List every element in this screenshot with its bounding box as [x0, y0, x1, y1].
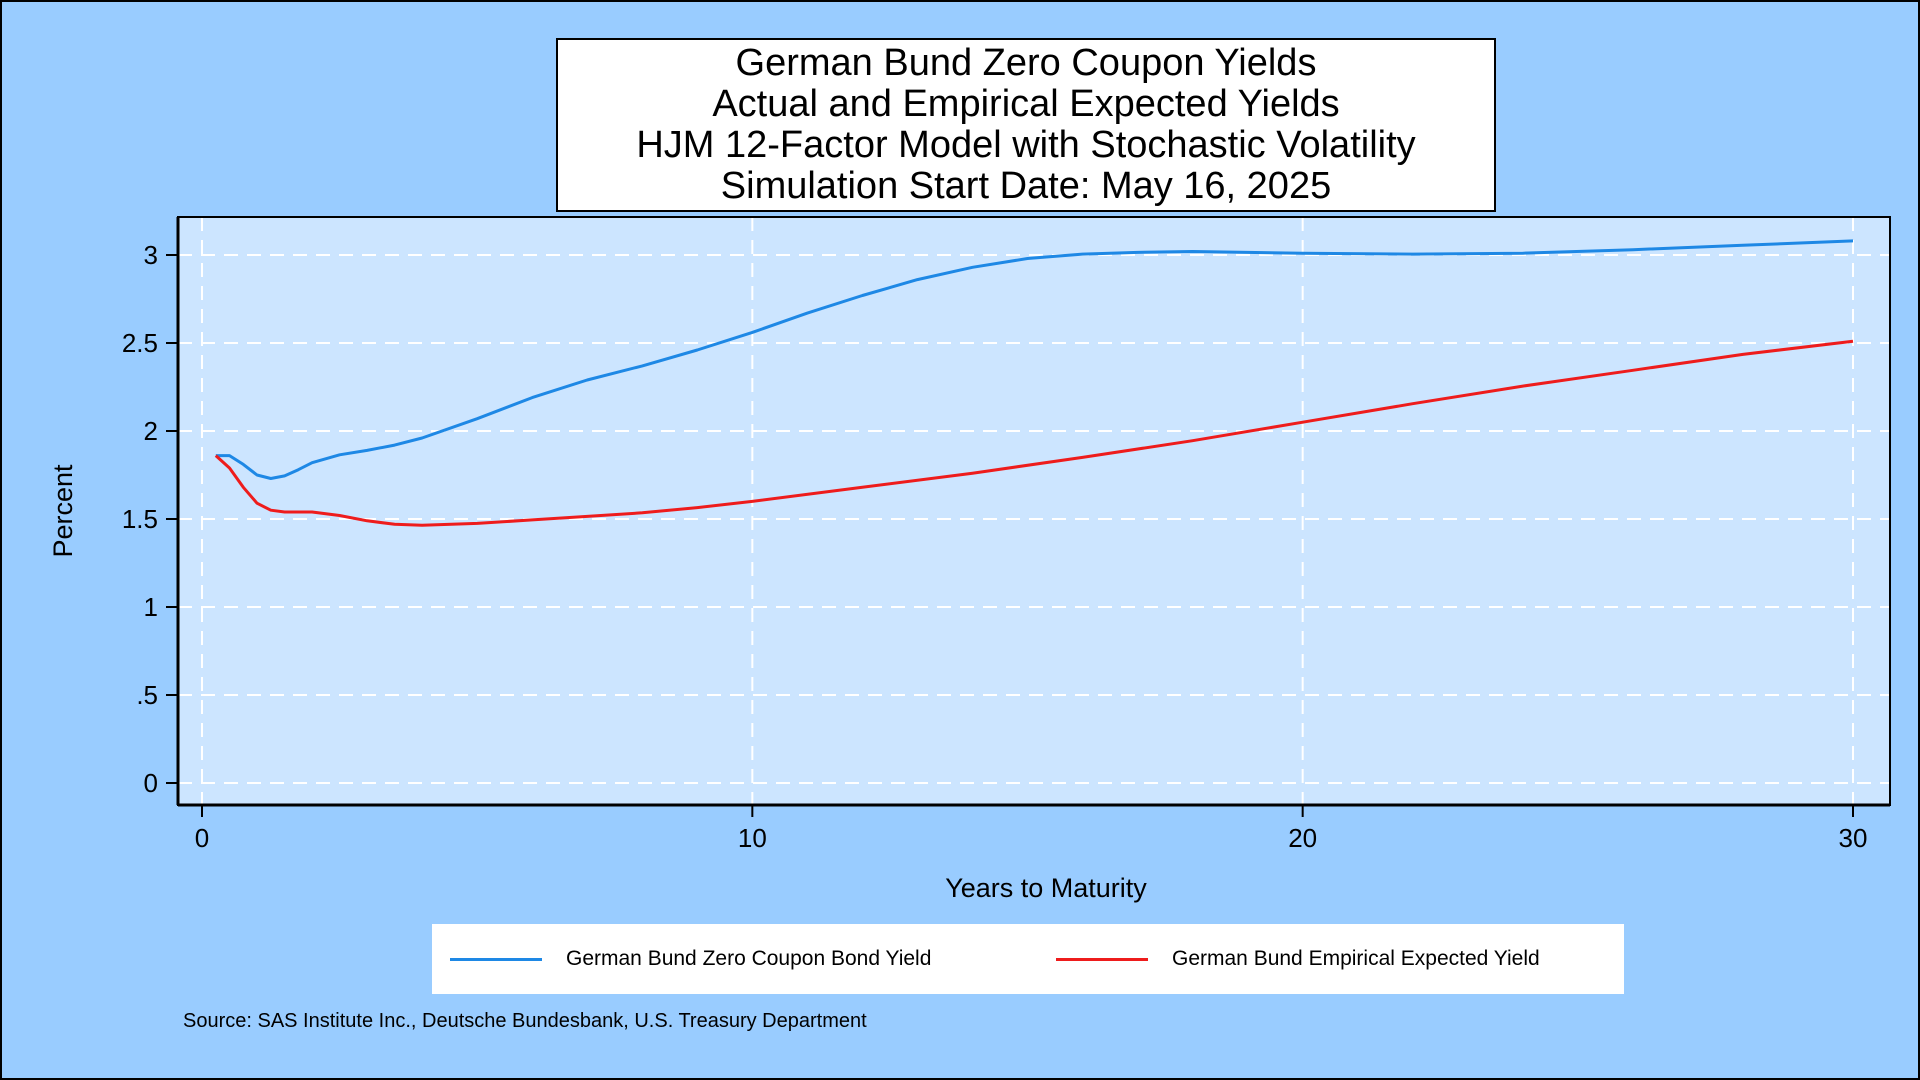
y-tick-label: 1 [144, 592, 158, 622]
y-axis-label: Percent [48, 464, 78, 558]
y-tick-label: .5 [136, 680, 158, 710]
chart-title-line-3: HJM 12-Factor Model with Stochastic Vola… [636, 124, 1416, 166]
legend-item-expected: German Bund Empirical Expected Yield [1056, 924, 1540, 994]
legend-label-expected: German Bund Empirical Expected Yield [1172, 947, 1540, 970]
y-tick-label: 2 [144, 416, 158, 446]
series-line-empirical-expected-yield [214, 339, 1854, 527]
grid-lines [178, 217, 1890, 805]
source-note: Source: SAS Institute Inc., Deutsche Bun… [183, 1010, 867, 1032]
plot-area [178, 217, 1890, 805]
tick-labels: 0.511.522.530 10 20 30 [122, 240, 1868, 853]
legend-item-zero-coupon: German Bund Zero Coupon Bond Yield [450, 924, 931, 994]
legend-swatch-red [1056, 957, 1148, 961]
x-tick-label: 30 [1839, 823, 1868, 853]
x-axis-label: Years to Maturity [945, 873, 1147, 903]
series-line-zero-coupon-yield [215, 239, 1854, 480]
series-lines [214, 239, 1854, 527]
chart-title-line-4: Simulation Start Date: May 16, 2025 [720, 165, 1332, 207]
chart-title-box: German Bund Zero Coupon Yields Actual an… [556, 38, 1496, 212]
y-tick-label: 0 [144, 768, 158, 798]
chart-title-line-1: German Bund Zero Coupon Yields [735, 42, 1317, 84]
y-tick-label: 3 [144, 240, 158, 270]
y-tick-label: 1.5 [122, 504, 158, 534]
x-tick-label: 0 [195, 823, 209, 853]
chart-title-line-2: Actual and Empirical Expected Yields [712, 83, 1340, 125]
legend-swatch-blue [450, 957, 542, 961]
y-tick-label: 2.5 [122, 328, 158, 358]
legend-label-zero-coupon: German Bund Zero Coupon Bond Yield [566, 947, 932, 970]
legend: German Bund Zero Coupon Bond Yield Germa… [432, 924, 1624, 994]
x-tick-label: 20 [1288, 823, 1317, 853]
axes [166, 216, 1891, 817]
x-tick-label: 10 [738, 823, 767, 853]
